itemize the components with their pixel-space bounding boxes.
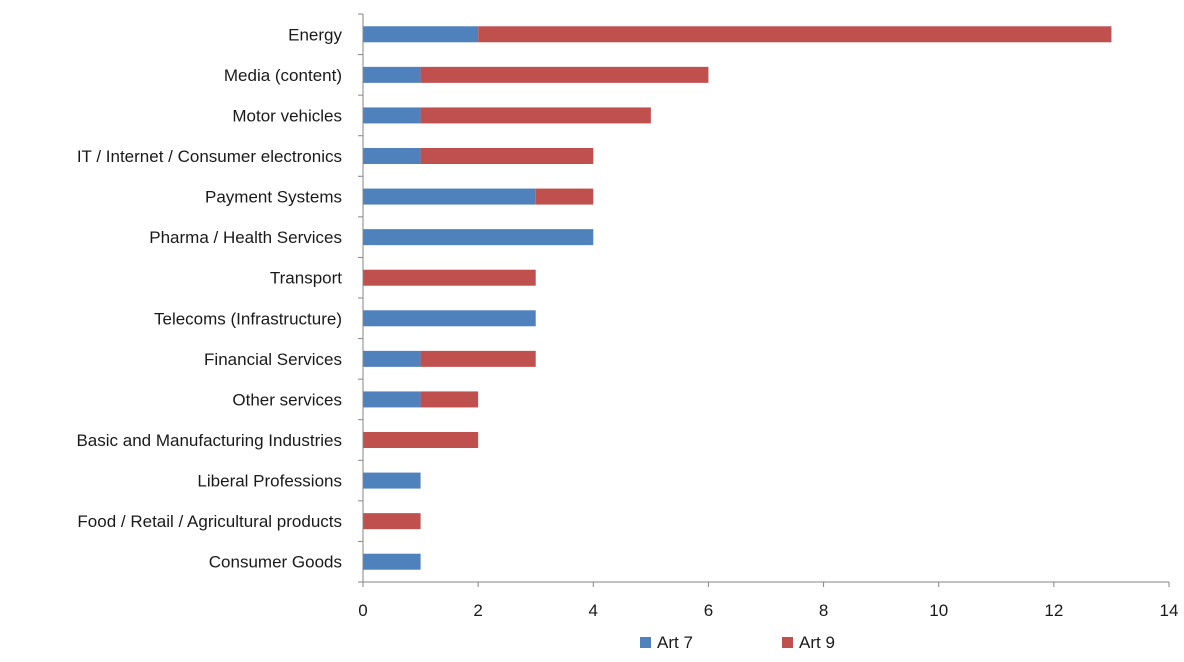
x-tick-label: 14: [1160, 601, 1179, 620]
category-label: Other services: [232, 390, 342, 409]
bar-art9-1: [478, 26, 1112, 43]
category-label: Pharma / Health Services: [149, 228, 342, 247]
x-tick-label: 6: [704, 601, 713, 620]
bar-art9-9: [420, 350, 536, 367]
bar-art7-3: [363, 107, 421, 124]
bar-art9-11: [363, 432, 479, 448]
x-tick-label: 4: [589, 601, 598, 620]
axes-group: 0 2 4 6 8 10 12 14: [358, 13, 1179, 620]
x-tick-label: 12: [1044, 601, 1063, 620]
bar-art7-14: [363, 553, 421, 570]
x-tick-label: 10: [929, 601, 948, 620]
bar-art7-8: [363, 310, 536, 327]
bar-art9-4: [420, 148, 594, 164]
category-label: Telecoms (Infrastructure): [154, 309, 342, 328]
category-label: Basic and Manufacturing Industries: [76, 431, 342, 450]
bar-art9-3: [420, 107, 651, 124]
category-label: Financial Services: [204, 350, 342, 369]
bar-art7-2: [363, 66, 421, 83]
category-label: Energy: [288, 25, 342, 44]
bars-group: [363, 26, 1112, 570]
legend-swatch-art9: [782, 637, 793, 648]
bar-art7-9: [363, 350, 421, 367]
bar-art9-13: [363, 513, 421, 530]
category-label: Transport: [270, 269, 342, 288]
category-label: Consumer Goods: [209, 553, 342, 572]
legend-label-art9: Art 9: [799, 633, 835, 652]
bar-art7-6: [363, 229, 594, 246]
legend: Art 7 Art 9: [640, 633, 835, 652]
x-tick-label: 2: [473, 601, 482, 620]
bar-art9-7: [363, 269, 536, 286]
legend-swatch-art7: [640, 637, 651, 648]
category-label: Motor vehicles: [232, 106, 342, 125]
bar-art7-1: [363, 26, 479, 43]
bar-art9-5: [535, 188, 594, 205]
category-label: Media (content): [224, 66, 342, 85]
legend-label-art7: Art 7: [657, 633, 693, 652]
bar-art7-5: [363, 188, 536, 205]
category-labels: Energy Media (content) Motor vehicles IT / …: [76, 25, 342, 571]
bar-art7-10: [363, 391, 421, 408]
bar-art9-10: [420, 391, 479, 408]
bar-art7-12: [363, 472, 421, 489]
category-label: Food / Retail / Agricultural products: [77, 512, 342, 531]
bar-art9-2: [420, 66, 709, 83]
bar-art7-4: [363, 148, 421, 164]
category-label: Payment Systems: [205, 188, 342, 207]
category-label: Liberal Professions: [197, 472, 342, 491]
x-tick-label: 8: [819, 601, 828, 620]
x-tick-label: 0: [358, 601, 367, 620]
category-label: IT / Internet / Consumer electronics: [77, 147, 342, 166]
